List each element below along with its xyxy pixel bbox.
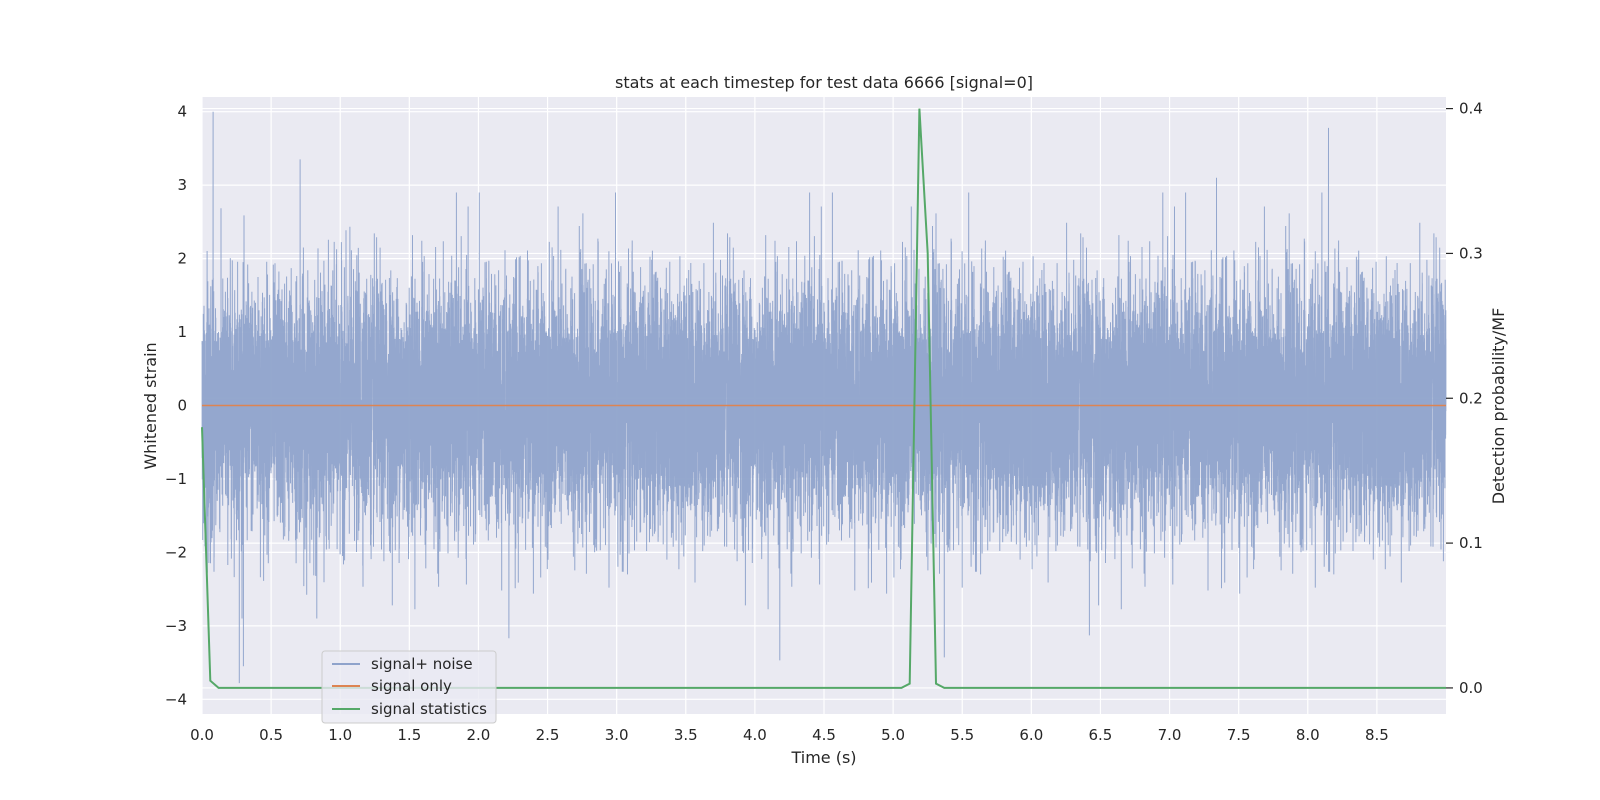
- y-tick-label: 3: [177, 176, 187, 194]
- series-line-signal-statistics: [201, 108, 1446, 689]
- legend-label-signal-only: signal only: [371, 677, 452, 695]
- chart-title: stats at each timestep for test data 666…: [615, 73, 1033, 92]
- x-tick-label: 0.5: [259, 726, 283, 744]
- x-tick-label: 0.0: [190, 726, 214, 744]
- x-tick-label: 6.0: [1019, 726, 1043, 744]
- x-tick-label: 1.5: [397, 726, 421, 744]
- y2-tick-label: 0.3: [1459, 244, 1483, 262]
- signal-noise-series: [201, 111, 1447, 684]
- x-tick-label: 7.0: [1158, 726, 1182, 744]
- legend: signal+ noise signal only signal statist…: [321, 650, 497, 724]
- x-tick-label: 2.5: [536, 726, 560, 744]
- y2-axis-label: Detection probability/MF: [1489, 308, 1508, 505]
- legend-label-signal-noise: signal+ noise: [371, 655, 473, 673]
- y2-tick-label: 0.4: [1459, 100, 1483, 118]
- x-axis-label: Time (s): [790, 748, 856, 767]
- x-tick-label: 3.0: [605, 726, 629, 744]
- y2-tick-label: 0.0: [1459, 679, 1483, 697]
- y-tick-label: 2: [177, 250, 187, 268]
- x-tick-label: 7.5: [1227, 726, 1251, 744]
- x-tick-label: 4.5: [812, 726, 836, 744]
- x-tick-label: 2.0: [467, 726, 491, 744]
- signal-statistics-series: [201, 108, 1446, 689]
- y2-tick-label: 0.2: [1459, 389, 1483, 407]
- y-tick-label: 4: [177, 103, 187, 121]
- y-tick-label: 0: [177, 397, 187, 415]
- y-axis-ticks: 4 3 2 1 0 −1 −2 −3 −4: [165, 103, 187, 709]
- y-tick-label: 1: [177, 323, 187, 341]
- x-tick-label: 5.0: [881, 726, 905, 744]
- series-line-signal-noise: [201, 111, 1447, 684]
- y-tick-label: −4: [165, 690, 187, 708]
- y-tick-label: −1: [165, 470, 187, 488]
- x-tick-label: 8.5: [1365, 726, 1389, 744]
- legend-label-signal-statistics: signal statistics: [371, 700, 487, 718]
- y-tick-label: −2: [165, 543, 187, 561]
- y2-axis-ticks: 0.4 0.3 0.2 0.1 0.0: [1446, 100, 1483, 697]
- y-axis-label: Whitened strain: [141, 342, 160, 469]
- x-tick-label: 8.0: [1296, 726, 1320, 744]
- x-axis-ticks: 0.0 0.5 1.0 1.5 2.0 2.5 3.0 3.5 4.0 4.5 5.0 5.5 6.0 6…: [190, 726, 1389, 744]
- x-tick-label: 6.5: [1089, 726, 1113, 744]
- x-tick-label: 4.0: [743, 726, 767, 744]
- x-tick-label: 5.5: [950, 726, 974, 744]
- legend-box: [321, 650, 497, 724]
- y2-tick-label: 0.1: [1459, 534, 1483, 552]
- x-tick-label: 1.0: [328, 726, 352, 744]
- x-tick-label: 3.5: [674, 726, 698, 744]
- y-tick-label: −3: [165, 617, 187, 635]
